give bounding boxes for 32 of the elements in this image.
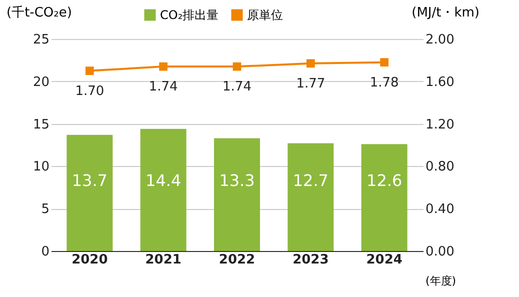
y-tick-label: 15 xyxy=(32,117,50,132)
data-label: 1.70 xyxy=(75,84,104,99)
data-label: 12.6 xyxy=(366,171,402,190)
x-tick-label: 2023 xyxy=(292,252,329,268)
legend-label: 原単位 xyxy=(247,8,283,22)
y2-tick-label: 0.00 xyxy=(426,244,454,260)
data-label: 13.7 xyxy=(72,171,108,190)
legend-label: CO₂排出量 xyxy=(160,8,219,22)
x-tick-label: 2021 xyxy=(145,252,182,268)
data-label: 12.7 xyxy=(292,171,328,190)
y2-tick-label: 0.40 xyxy=(426,202,454,218)
y-axis-title: (千t-CO₂e) xyxy=(6,6,72,20)
y-tick-label: 10 xyxy=(32,160,50,175)
y2-tick-label: 1.60 xyxy=(426,74,454,90)
y2-tick-label: 0.80 xyxy=(426,160,454,175)
x-axis-title: (年度) xyxy=(426,274,456,288)
data-label: 1.77 xyxy=(296,76,326,92)
y2-tick-label: 2.00 xyxy=(426,32,454,48)
y-tick-label: 5 xyxy=(41,202,50,218)
y2-axis-title: (MJ/t・km) xyxy=(412,6,480,20)
x-tick-label: 2020 xyxy=(72,252,108,268)
y-tick-label: 0 xyxy=(41,244,50,260)
data-label: 1.74 xyxy=(148,80,178,95)
y-tick-label: 20 xyxy=(32,74,50,90)
y2-tick-label: 1.20 xyxy=(426,117,454,132)
data-label: 1.78 xyxy=(370,75,399,90)
x-tick-label: 2024 xyxy=(366,252,402,268)
data-label: 13.3 xyxy=(219,171,255,190)
y-tick-label: 25 xyxy=(32,32,50,48)
data-label: 1.74 xyxy=(222,80,252,95)
data-label: 14.4 xyxy=(146,171,182,190)
x-tick-label: 2022 xyxy=(218,252,256,268)
